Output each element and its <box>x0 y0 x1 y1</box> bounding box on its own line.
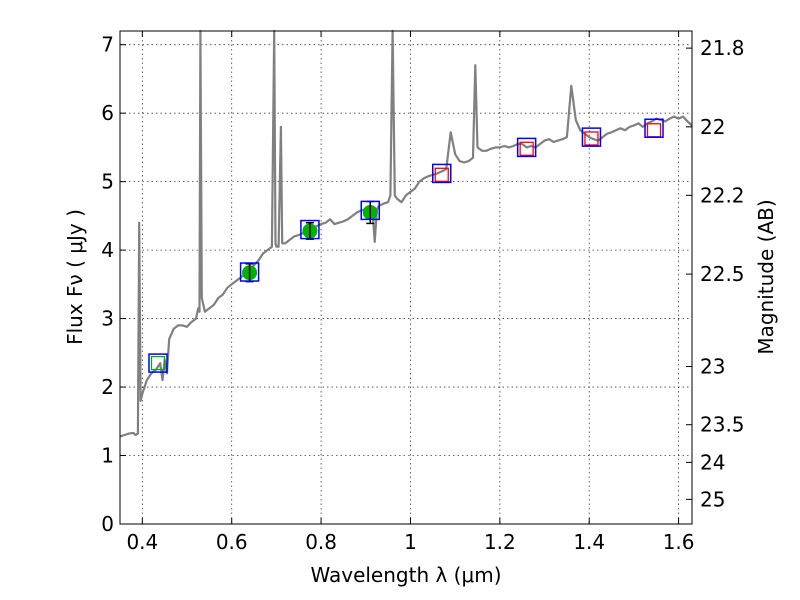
red-square-marker <box>519 141 534 156</box>
x-tick-label: 1 <box>404 530 417 554</box>
x-tick-label: 1.4 <box>573 530 605 554</box>
mag-tick-label: 23.5 <box>700 413 745 437</box>
y-tick-label: 1 <box>101 444 114 468</box>
x-tick-label: 1.2 <box>484 530 516 554</box>
x-tick-label: 0.4 <box>126 530 158 554</box>
x-axis-title: Wavelength λ (μm) <box>310 563 501 587</box>
y-tick-label: 3 <box>101 307 114 331</box>
blue-square-marker <box>300 219 320 240</box>
y-tick-label: 2 <box>101 375 114 399</box>
blue-square-marker <box>239 262 260 282</box>
red-square-marker <box>584 131 599 146</box>
y-tick-label: 6 <box>101 101 114 125</box>
blue-square-marker <box>644 118 664 138</box>
plot-frame <box>119 30 693 525</box>
mag-tick-label: 22 <box>700 115 725 139</box>
spectrum-line <box>119 29 693 438</box>
x-tick-label: 0.8 <box>305 530 337 554</box>
mag-tick-label: 22.5 <box>700 262 745 286</box>
photometry-markers <box>148 118 664 373</box>
y2-axis-title: Magnitude (AB) <box>754 199 778 354</box>
blue-square-marker <box>516 137 537 158</box>
blue-square-marker <box>360 200 380 221</box>
x-tick-label: 0.6 <box>216 530 248 554</box>
x-tick-label: 1.6 <box>663 530 695 554</box>
green-square-marker <box>150 355 166 371</box>
blue-square-marker <box>148 353 168 373</box>
blue-square-marker <box>432 163 452 184</box>
mag-tick-label: 25 <box>700 487 725 511</box>
blue-square-marker <box>581 127 602 147</box>
y-tick-label: 7 <box>101 33 114 57</box>
mag-tick-label: 24 <box>700 450 725 474</box>
y-tick-label: 5 <box>101 170 114 194</box>
y-tick-label: 4 <box>101 238 114 262</box>
mag-tick-label: 23 <box>700 355 725 379</box>
spectrum-series <box>119 29 693 438</box>
red-square-marker <box>646 123 662 138</box>
mag-tick-label: 22.2 <box>700 183 745 207</box>
grid-lines <box>120 31 692 525</box>
mag-tick-label: 21.8 <box>700 36 745 60</box>
y-axis-title: Flux Fν ( μJy ) <box>63 209 87 345</box>
y-tick-label: 0 <box>101 512 114 536</box>
red-square-marker <box>434 167 449 182</box>
